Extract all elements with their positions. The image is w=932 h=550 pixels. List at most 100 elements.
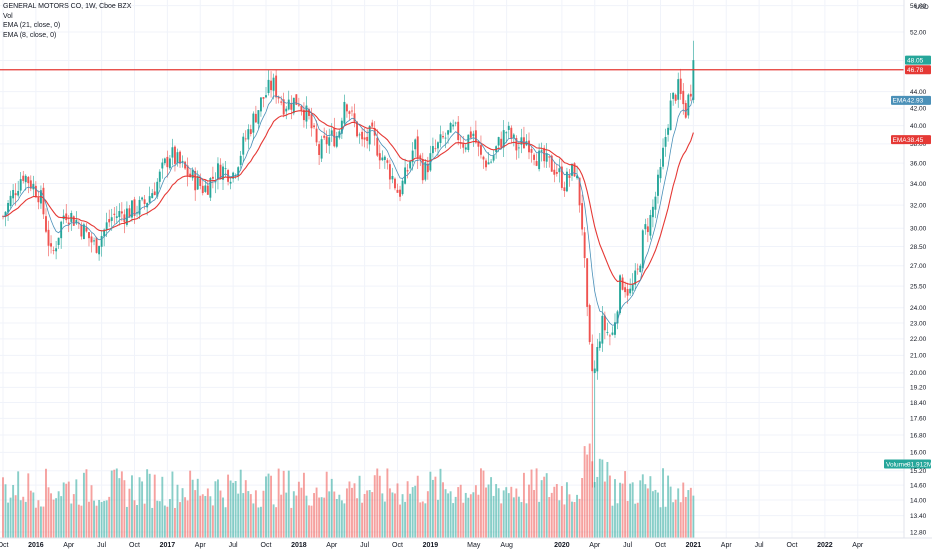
candle-body (166, 156, 169, 168)
candle-body (262, 97, 265, 99)
price-tick-label: 22.00 (910, 336, 927, 343)
candle-body (505, 132, 508, 134)
volume-bar (459, 484, 462, 538)
candle-body (659, 166, 662, 179)
volume-bar (510, 486, 513, 538)
price-tag (905, 65, 931, 75)
volume-bar (388, 488, 391, 538)
volume-bar (234, 481, 237, 538)
volume-bar (4, 484, 7, 538)
volume-bar (492, 495, 495, 538)
candle-body (361, 131, 364, 140)
candle-body (434, 148, 437, 150)
legend-ema8[interactable]: EMA (8, close, 0) (3, 31, 57, 39)
volume-bar (351, 487, 353, 538)
volume-bar (639, 480, 642, 538)
time-tick-label: Oct (392, 542, 403, 549)
volume-bar (305, 495, 308, 538)
volume-bar (472, 492, 475, 538)
volume-bar (626, 500, 629, 538)
volume-bar (517, 496, 520, 538)
candle-body (538, 150, 541, 170)
candle-body (93, 240, 95, 242)
volume-bar (396, 483, 399, 538)
volume-bar (60, 496, 63, 538)
candle-body (75, 220, 78, 224)
candle-body (654, 196, 657, 210)
volume-bar (654, 489, 657, 538)
candle-body (348, 111, 351, 114)
candle-body (295, 94, 298, 105)
volume-bar (447, 493, 450, 538)
candle-body (568, 175, 571, 178)
volume-bar (267, 473, 270, 538)
time-tick-label: Apr (326, 542, 338, 549)
price-tick-label: 23.00 (910, 320, 927, 327)
price-tick-label: 52.00 (910, 29, 927, 36)
candle-body (535, 161, 538, 166)
candle-body (452, 124, 455, 127)
time-tick-label: 2019 (423, 542, 439, 549)
candle-body (477, 141, 480, 147)
candle-body (110, 217, 113, 221)
candle-body (211, 176, 214, 179)
candle-body (113, 213, 116, 215)
candle-body (421, 158, 424, 181)
volume-bar (553, 486, 556, 538)
candle-body (649, 214, 652, 236)
candle-body (588, 305, 591, 343)
candle-body (641, 230, 644, 269)
candle-body (259, 97, 262, 112)
candle-body (184, 161, 187, 169)
candle-body (247, 129, 250, 140)
volume-bar (280, 494, 283, 538)
volume-bar (189, 470, 192, 538)
legend-vol[interactable]: Vol (3, 12, 13, 20)
volume-bar (156, 500, 159, 538)
volume-bar (282, 470, 285, 538)
volume-bar (366, 490, 369, 538)
volume-bar (290, 507, 293, 538)
chart-title[interactable]: GENERAL MOTORS CO, 1W, Cboe BZX (3, 3, 132, 10)
volume-bar (166, 506, 169, 538)
candle-body (598, 341, 601, 348)
time-tick-label: Oct (129, 542, 140, 549)
candle-body (280, 101, 283, 103)
candle-body (469, 131, 472, 138)
candle-body (439, 134, 442, 143)
candle-body (163, 158, 166, 164)
candle-body (411, 150, 414, 163)
candle-body (401, 180, 404, 195)
time-tick-label: 2018 (291, 542, 307, 549)
volume-bar (535, 468, 538, 538)
volume-bar (90, 485, 93, 538)
volume-bar (313, 493, 315, 538)
candle-body (300, 105, 303, 111)
time-axis[interactable]: Oct 2016 Apr Jul Oct 2017 Apr Jul Oct 2018 Apr Jul O… (0, 542, 864, 549)
price-tag-value: 48.05 (907, 57, 924, 64)
volume-bar (39, 506, 42, 538)
candle-body (338, 131, 341, 138)
candle-body (515, 138, 518, 151)
chart-legend: GENERAL MOTORS CO, 1W, Cboe BZX Vol EMA … (3, 2, 131, 40)
candle-body (52, 249, 55, 251)
volume-bar (55, 498, 58, 538)
volume-bar (373, 475, 376, 538)
volume-bar (181, 488, 184, 538)
volume-bar (219, 490, 222, 538)
price-axis[interactable]: 12.80 13.40 14.00 14.60 15.20 16.00 16.80 17.60… (910, 3, 927, 536)
candle-body (285, 108, 288, 112)
volume-bar (533, 490, 536, 538)
volume-bar (419, 502, 422, 538)
candle-body (237, 167, 240, 177)
legend-ema21[interactable]: EMA (21, close, 0) (3, 22, 61, 29)
volume-bar (457, 487, 460, 538)
candle-body (108, 219, 111, 223)
price-tag-label: EMA (893, 137, 908, 144)
candle-body (528, 140, 530, 153)
volume-bar (77, 504, 80, 538)
price-tag-value: 42.93 (907, 98, 924, 105)
volume-bar (555, 484, 558, 538)
volume-bar (477, 494, 480, 538)
